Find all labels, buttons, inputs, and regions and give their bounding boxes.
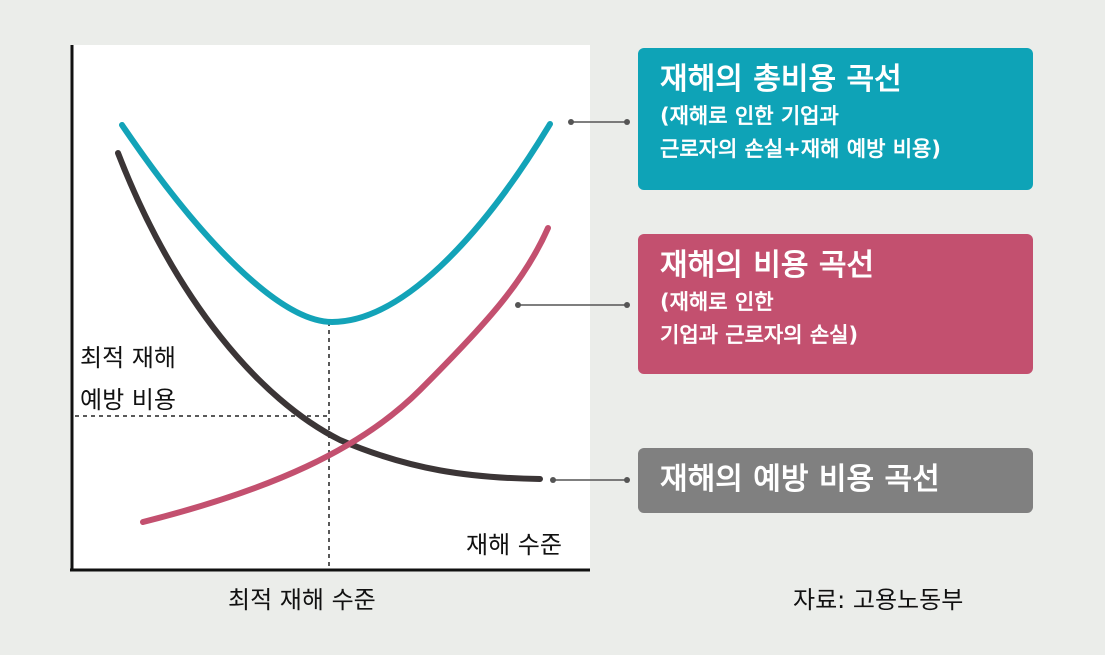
- legend-total-sub-2: 근로자의 손실+재해 예방 비용): [660, 137, 941, 161]
- legend-prevention-title: 재해의 예방 비용 곡선: [660, 462, 940, 497]
- connector-prevention: [550, 477, 630, 483]
- legend-total-cost: 재해의 총비용 곡선 (재해로 인한 기업과 근로자의 손실+재해 예방 비용): [638, 48, 1033, 190]
- connector-total: [568, 119, 630, 125]
- legend-damage-sub-2: 기업과 근로자의 손실): [660, 323, 859, 347]
- legend-prevention-cost: 재해의 예방 비용 곡선: [638, 448, 1033, 513]
- source-note: 자료: 고용노동부: [793, 586, 964, 614]
- prevention-cost-curve: [115, 150, 543, 482]
- legend-damage-title: 재해의 비용 곡선: [660, 248, 875, 283]
- optimal-level-label: 최적 재해 수준: [228, 586, 376, 614]
- plot-area: [72, 45, 590, 571]
- total-cost-curve: [119, 121, 553, 326]
- damage-cost-curve: [140, 225, 551, 525]
- legend-damage-sub-1: (재해로 인한: [660, 290, 774, 314]
- connector-damage: [515, 302, 630, 308]
- optimal-prevention-cost-label: 최적 재해 예방 비용: [80, 344, 176, 414]
- legend-total-sub-1: (재해로 인한 기업과: [660, 104, 839, 128]
- legend-total-title: 재해의 총비용 곡선: [660, 62, 902, 97]
- legend-damage-cost: 재해의 비용 곡선 (재해로 인한 기업과 근로자의 손실): [638, 234, 1033, 374]
- x-axis-label: 재해 수준: [466, 531, 562, 559]
